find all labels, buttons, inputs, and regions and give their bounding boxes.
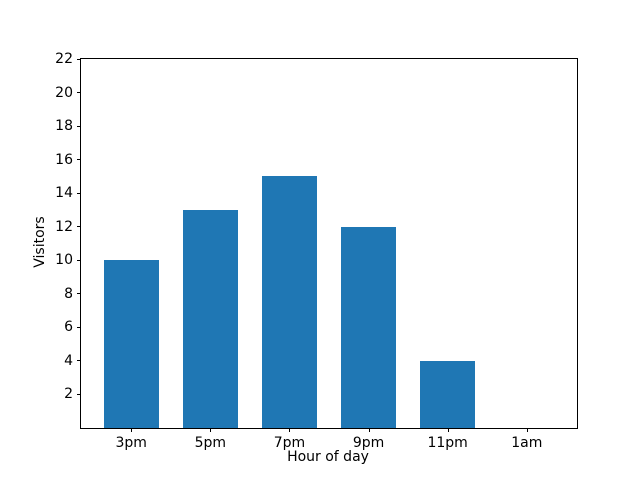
x-tick-label-9pm: 9pm	[352, 435, 385, 451]
y-tick-mark	[77, 92, 81, 94]
y-tick-label-14: 14	[55, 185, 73, 202]
x-tick-label-1am: 1am	[511, 435, 543, 451]
y-tick-label-22: 22	[55, 51, 73, 67]
x-tick-mark	[368, 428, 370, 432]
y-tick-mark	[77, 259, 81, 261]
y-tick-label-18: 18	[55, 118, 73, 135]
y-tick-label-10: 10	[55, 252, 73, 269]
y-tick-mark	[77, 226, 81, 228]
y-tick-mark	[77, 393, 81, 395]
x-axis-label: Hour of day	[287, 449, 369, 465]
bar-3pm	[103, 260, 159, 428]
y-tick-label-6: 6	[64, 319, 73, 336]
y-tick-mark	[77, 293, 81, 295]
x-tick-mark	[447, 428, 449, 432]
bar-7pm	[261, 176, 318, 428]
y-tick-mark	[77, 58, 81, 60]
x-tick-mark	[131, 428, 133, 432]
x-tick-mark	[289, 428, 291, 432]
x-tick-label-3pm: 3pm	[115, 435, 147, 451]
y-tick-mark	[77, 360, 81, 362]
bar-11pm	[419, 360, 476, 428]
y-tick-label-12: 12	[55, 218, 73, 235]
x-tick-mark	[526, 428, 528, 432]
y-tick-label-8: 8	[64, 285, 73, 302]
plot-area: 2 4 6 8 10 12 14 16 18 20 22 3pm 5pm 7pm 9pm 11pm 1am	[55, 52, 578, 450]
bar-5pm	[182, 209, 238, 428]
y-tick-label-20: 20	[55, 84, 73, 101]
bar-9pm	[340, 226, 397, 428]
y-tick-mark	[77, 192, 81, 194]
x-tick-label-5pm: 5pm	[194, 435, 227, 451]
y-tick-mark	[77, 159, 81, 161]
y-tick-mark	[77, 326, 81, 328]
y-tick-label-16: 16	[55, 151, 73, 168]
x-tick-label-11pm: 11pm	[427, 435, 468, 451]
y-axis-label: Visitors	[32, 216, 48, 268]
x-tick-label-7pm: 7pm	[273, 435, 306, 451]
y-tick-label-4: 4	[64, 352, 73, 369]
y-tick-label-2: 2	[64, 386, 73, 403]
y-tick-mark	[77, 125, 81, 127]
x-tick-mark	[210, 428, 212, 432]
